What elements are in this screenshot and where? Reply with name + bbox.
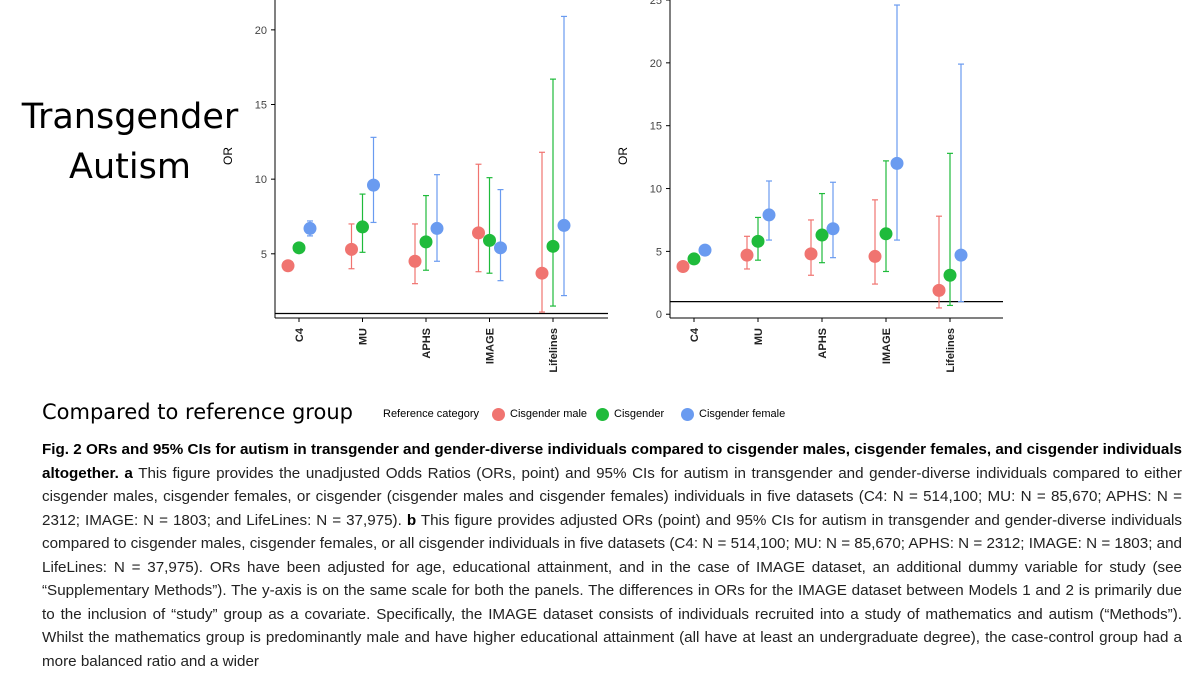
panel-b-x-tick-label-aphs: APHS: [817, 328, 829, 359]
panel-b-point-cisgender-male-lifelines: [932, 283, 946, 297]
panel-a-point-cisgender-male-lifelines: [535, 266, 549, 280]
caption-b-text: This figure provides adjusted ORs (point…: [42, 511, 1182, 670]
panel-b-series-cisgender: [687, 152, 957, 307]
panel-a-point-cisgender-lifelines: [546, 239, 560, 253]
panel-a-series-cisgender-male: [281, 151, 549, 313]
panel-a-point-cisgender-image: [483, 233, 496, 247]
panel-b-series-cisgender-male: [676, 199, 946, 309]
panel-b-y-tick-label-10: 10: [650, 184, 662, 196]
panel-a-x-tick-label-image: IMAGE: [485, 328, 497, 364]
panel-b-point-cisgender-aphs: [815, 228, 829, 242]
panel-b-point-cisgender-male-c4: [676, 259, 690, 273]
panel-a-point-cisgender-female-lifelines: [557, 218, 571, 232]
panel-b-point-cisgender-mu: [751, 234, 765, 248]
panel-b-point-cisgender-male-aphs: [804, 247, 818, 261]
legend-label-cisgender-female: Cisgender female: [699, 408, 786, 420]
legend-item-cisgender-female: Cisgender female: [681, 405, 785, 423]
panel-a-series-cisgender-female: [303, 15, 571, 297]
panel-b-point-cisgender-female-image: [890, 156, 904, 170]
panel-b-point-cisgender-c4: [687, 252, 701, 266]
panel-a-point-cisgender-female-image: [494, 241, 507, 255]
caption-a-label: a: [124, 464, 133, 482]
side-label-line2: Autism: [69, 147, 191, 187]
panel-b-point-cisgender-image: [879, 227, 893, 241]
side-label: Transgender Autism: [10, 92, 250, 192]
panel-a-x-tick-label-c4: C4: [294, 327, 306, 342]
panel-b-point-cisgender-female-aphs: [826, 222, 840, 236]
panel-b-x-tick-label-lifelines: Lifelines: [945, 328, 957, 373]
legend-title: Reference category: [383, 408, 479, 420]
panel-a-point-cisgender-aphs: [419, 235, 433, 249]
panel-a-y-tick-label-5: 5: [261, 249, 267, 261]
legend-swatch-cisgender-female: [681, 407, 694, 421]
panel-a-x-tick-label-lifelines: Lifelines: [548, 328, 560, 373]
panel-a-y-tick-label-15: 15: [255, 100, 267, 112]
panel-b-x-tick-label-c4: C4: [689, 327, 701, 342]
chart-panel-b: 0 5 10 15 20 25 OR C4 MU APHS IMAGE Lifelines: [616, 0, 1003, 373]
legend-item-cisgender-male: Cisgender male: [492, 405, 587, 423]
panel-b-point-cisgender-male-mu: [740, 248, 754, 262]
panel-a-y-axis-label: OR: [221, 147, 235, 165]
caption-title: ORs and 95% CIs for autism in transgende…: [42, 441, 1182, 482]
legend-item-cisgender: Cisgender: [596, 405, 664, 423]
panel-b-x-tick-label-mu: MU: [753, 328, 765, 345]
panel-a-point-cisgender-c4: [292, 241, 306, 255]
side-label-line1: Transgender: [21, 97, 239, 137]
panel-b-y-tick-label-15: 15: [650, 121, 662, 133]
panel-a-point-cisgender-male-image: [472, 226, 485, 240]
panel-b-y-tick-label-5: 5: [656, 246, 662, 258]
chart-panel-a: 5 10 15 20 OR C4 MU APHS IMAGE Lifelines: [221, 0, 608, 373]
legend-label-cisgender: Cisgender: [614, 408, 665, 420]
panel-b-y-tick-label-20: 20: [650, 58, 662, 70]
legend-swatch-cisgender: [596, 407, 609, 421]
panel-a-x-tick-label-aphs: APHS: [421, 328, 433, 359]
panel-a-point-cisgender-male-mu: [345, 242, 358, 256]
panel-a-point-cisgender-male-c4: [281, 259, 295, 273]
panel-a-series-cisgender: [292, 78, 560, 307]
legend: Compared to reference group Reference ca…: [0, 398, 1200, 434]
panel-b-x-tick-label-image: IMAGE: [881, 328, 893, 364]
panel-b-y-tick-label-0: 0: [656, 309, 662, 321]
panel-a-y-tick-label-20: 20: [255, 25, 267, 37]
panel-b-point-cisgender-male-image: [868, 249, 882, 263]
legend-lead-text: Compared to reference group: [42, 400, 353, 424]
panel-a-point-cisgender-female-c4: [303, 221, 317, 235]
caption-b-label: b: [406, 511, 417, 529]
legend-label-cisgender-male: Cisgender male: [510, 408, 588, 420]
panel-a-y-tick-label-10: 10: [255, 174, 267, 186]
panel-b-point-cisgender-female-mu: [762, 208, 776, 222]
caption-fig-label: Fig. 2: [42, 441, 82, 458]
panel-b-y-axis-label: OR: [616, 147, 630, 165]
panel-a-x-tick-label-mu: MU: [358, 328, 370, 345]
figure-caption: Fig. 2 ORs and 95% CIs for autism in tra…: [42, 438, 1182, 673]
legend-swatch-cisgender-male: [492, 407, 505, 421]
panel-b-point-cisgender-female-lifelines: [954, 248, 968, 262]
panel-a-point-cisgender-female-mu: [367, 178, 380, 192]
panel-b-series-cisgender-female: [698, 4, 968, 303]
panel-a-point-cisgender-female-aphs: [430, 221, 444, 235]
panel-b-y-tick-label-25: 25: [650, 0, 662, 7]
caption-a-text: This figure provides the unadjusted Odds…: [42, 464, 1182, 529]
panel-b-point-cisgender-female-c4: [698, 243, 712, 257]
panel-b-point-cisgender-lifelines: [943, 268, 957, 282]
panel-a-point-cisgender-male-aphs: [408, 254, 422, 268]
panel-a-point-cisgender-mu: [356, 220, 369, 234]
